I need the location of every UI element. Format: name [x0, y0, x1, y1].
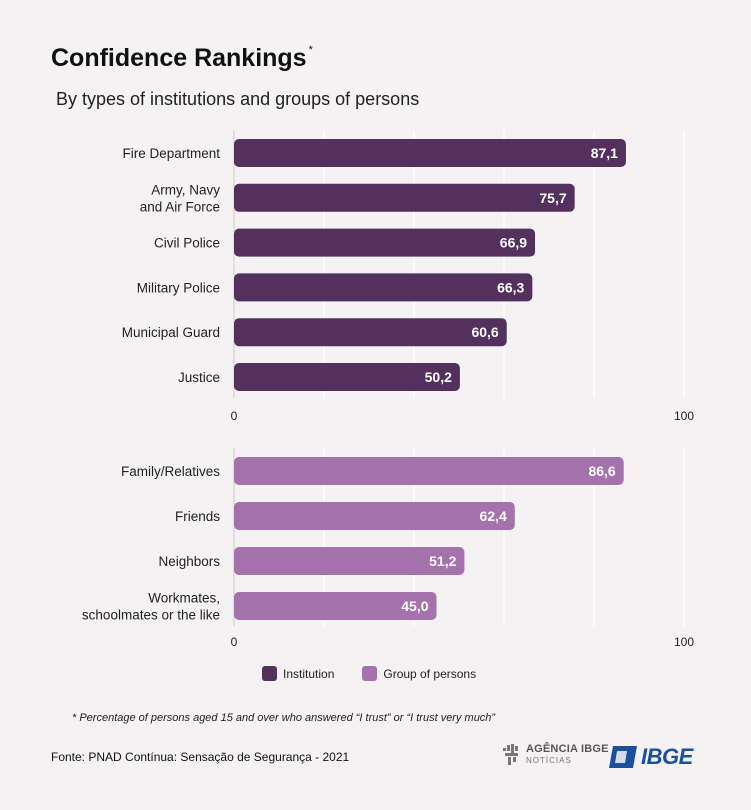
- category-label: Friends: [175, 509, 220, 524]
- chart-subtitle: By types of institutions and groups of p…: [56, 89, 420, 109]
- ibge-wordmark: IBGE: [641, 744, 693, 769]
- agencia-ibge-logo: AGÊNCIA IBGE NOTÍCIAS: [503, 744, 609, 766]
- x-tick-label: 100: [674, 635, 694, 649]
- data-label: 86,6: [588, 463, 615, 479]
- category-label-line: Justice: [178, 370, 220, 385]
- legend: Institution Group of persons: [262, 666, 476, 681]
- category-label-line: Workmates,: [148, 591, 220, 606]
- category-label: Family/Relatives: [121, 464, 220, 479]
- bar: [234, 363, 460, 391]
- x-tick-label: 0: [231, 409, 238, 423]
- legend-item-group: Group of persons: [362, 666, 476, 681]
- bar: [234, 318, 507, 347]
- category-label: Army, Navy and Air Force: [140, 182, 221, 214]
- bar: [234, 228, 536, 257]
- data-label: 66,3: [497, 279, 524, 295]
- category-label-line: Army, Navy: [151, 182, 220, 197]
- legend-swatch-group: [362, 666, 378, 681]
- legend-swatch-institution: [262, 666, 277, 681]
- bar: [234, 273, 533, 302]
- legend-item-institution: Institution: [262, 666, 334, 681]
- category-label: Fire Department: [122, 146, 220, 161]
- category-label: Civil Police: [154, 236, 220, 251]
- agencia-ibge-title: AGÊNCIA IBGE: [526, 743, 609, 755]
- category-label-line: Fire Department: [122, 146, 220, 161]
- category-label: Justice: [178, 370, 220, 385]
- data-label: 50,2: [425, 369, 452, 385]
- data-label: 66,9: [500, 235, 527, 251]
- data-label: 45,0: [401, 598, 428, 614]
- agencia-ibge-mark-icon: [503, 744, 518, 765]
- bar: [234, 139, 626, 167]
- bar: [234, 502, 515, 530]
- confidence-bar-charts: 0 100 87,1 Fire Department 75,7 Army, Navy and…: [82, 130, 694, 649]
- legend-label-group: Group of persons: [383, 666, 477, 681]
- footnote: * Percentage of persons aged 15 and over…: [72, 712, 496, 724]
- data-label: 60,6: [471, 324, 498, 340]
- bar: [234, 547, 465, 575]
- source-note: Fonte: PNAD Contínua: Sensação de Segura…: [51, 750, 350, 764]
- bar: [234, 457, 624, 485]
- ibge-logo: IBGE: [609, 744, 693, 770]
- category-label: Neighbors: [158, 554, 220, 569]
- category-label-line: Family/Relatives: [121, 464, 220, 479]
- category-label-line: Municipal Guard: [122, 325, 220, 340]
- agencia-ibge-subtitle: NOTÍCIAS: [526, 756, 572, 765]
- category-label-line: Neighbors: [158, 554, 220, 569]
- category-label-line: Friends: [175, 509, 220, 524]
- x-tick-label: 100: [674, 409, 694, 423]
- bar: [234, 592, 437, 620]
- chart-title-text: Confidence Rankings: [51, 44, 307, 72]
- category-label-line: and Air Force: [140, 199, 220, 214]
- x-tick-label: 0: [231, 635, 238, 649]
- category-label: Military Police: [137, 280, 220, 295]
- legend-label-institution: Institution: [283, 666, 335, 681]
- chart-title: Confidence Rankings *: [51, 44, 313, 73]
- category-label-line: Civil Police: [154, 236, 220, 251]
- category-label: Workmates, schoolmates or the like: [82, 591, 220, 623]
- data-label: 51,2: [429, 553, 456, 569]
- category-label-line: schoolmates or the like: [82, 608, 220, 623]
- bar: [234, 183, 575, 212]
- data-label: 62,4: [480, 508, 507, 524]
- data-label: 87,1: [591, 145, 618, 161]
- category-label-line: Military Police: [137, 280, 220, 295]
- ibge-mark-icon: [609, 746, 637, 768]
- data-label: 75,7: [539, 190, 566, 206]
- category-label: Municipal Guard: [122, 325, 220, 340]
- title-footnote-mark: *: [308, 43, 313, 56]
